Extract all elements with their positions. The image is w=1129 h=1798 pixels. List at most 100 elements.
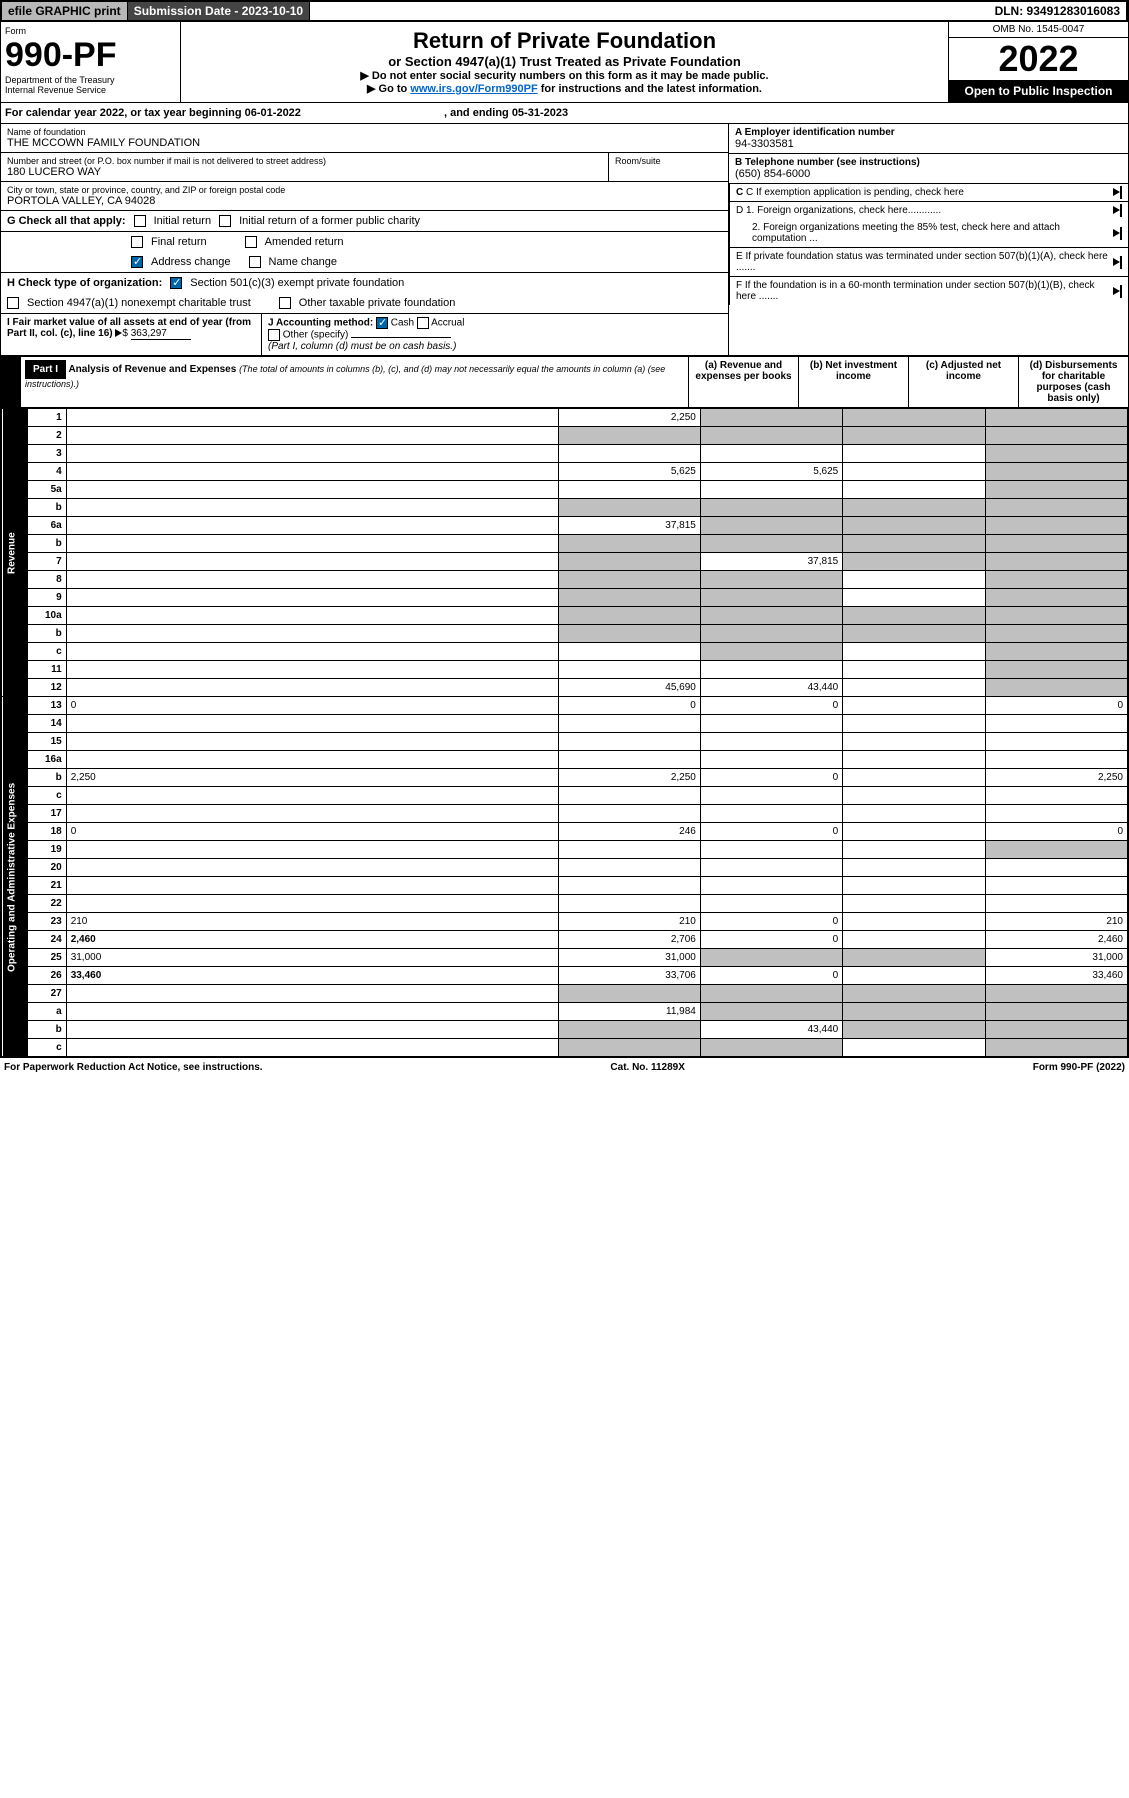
other-method-checkbox[interactable] (268, 329, 280, 341)
col-c-cell (843, 571, 985, 589)
expenses-side-label: Operating and Administrative Expenses (2, 697, 28, 1057)
col-d-cell (985, 985, 1127, 1003)
d1-checkbox[interactable] (1120, 204, 1122, 217)
row-number: 25 (27, 949, 66, 967)
col-a-cell (558, 445, 700, 463)
row-desc (66, 751, 558, 769)
cash-checkbox[interactable] (376, 317, 388, 329)
col-b-cell: 0 (700, 823, 842, 841)
col-c-cell (843, 499, 985, 517)
col-a-cell: 11,984 (558, 1003, 700, 1021)
col-a-cell: 2,250 (558, 409, 700, 427)
row-number: 4 (27, 463, 66, 481)
f-checkbox[interactable] (1120, 285, 1122, 298)
page-footer: For Paperwork Reduction Act Notice, see … (0, 1058, 1129, 1077)
row-desc (66, 985, 558, 1003)
table-row: 9 (2, 589, 1128, 607)
table-row: b2,2502,25002,250 (2, 769, 1128, 787)
col-d-cell (985, 427, 1127, 445)
table-row: 10a (2, 607, 1128, 625)
other-taxable-checkbox[interactable] (279, 297, 291, 309)
col-d-cell (985, 463, 1127, 481)
col-d-cell (985, 1039, 1127, 1057)
row-desc (66, 409, 558, 427)
accrual-checkbox[interactable] (417, 317, 429, 329)
ein-value: 94-3303581 (735, 138, 1122, 150)
table-row: 8 (2, 571, 1128, 589)
table-row: 2531,00031,00031,000 (2, 949, 1128, 967)
col-a-cell (558, 859, 700, 877)
c-checkbox[interactable] (1120, 186, 1122, 199)
h-row: H Check type of organization: Section 50… (1, 273, 728, 293)
col-c-cell (843, 895, 985, 913)
col-b-cell: 43,440 (700, 679, 842, 697)
h-other: Other taxable private foundation (299, 297, 456, 309)
row-desc: 33,460 (66, 967, 558, 985)
col-b-cell (700, 571, 842, 589)
d1-label: D 1. Foreign organizations, check here..… (736, 205, 941, 216)
form-link[interactable]: www.irs.gov/Form990PF (410, 83, 537, 95)
col-d-cell (985, 679, 1127, 697)
row-desc (66, 625, 558, 643)
table-row: 14 (2, 715, 1128, 733)
501c3-checkbox[interactable] (170, 277, 182, 289)
col-d-cell (985, 445, 1127, 463)
triangle-icon (1113, 258, 1120, 266)
table-row: a11,984 (2, 1003, 1128, 1021)
col-a-cell (558, 661, 700, 679)
name-change-checkbox[interactable] (249, 256, 261, 268)
row-desc (66, 733, 558, 751)
col-c-cell (843, 589, 985, 607)
part1-table: Revenue12,2502345,6255,6255ab6a37,815b73… (1, 408, 1128, 1057)
col-c-cell (843, 463, 985, 481)
amended-return-checkbox[interactable] (245, 236, 257, 248)
col-a-cell (558, 571, 700, 589)
col-a-cell (558, 553, 700, 571)
row-desc (66, 877, 558, 895)
col-b-cell (700, 643, 842, 661)
col-d-cell (985, 751, 1127, 769)
h-row-2: Section 4947(a)(1) nonexempt charitable … (1, 293, 728, 314)
d2-checkbox[interactable] (1120, 227, 1122, 240)
row-desc (66, 1021, 558, 1039)
row-desc (66, 463, 558, 481)
table-row: 5a (2, 481, 1128, 499)
col-d-cell (985, 787, 1127, 805)
table-row: 1245,69043,440 (2, 679, 1128, 697)
col-a-cell (558, 715, 700, 733)
footer-left: For Paperwork Reduction Act Notice, see … (4, 1062, 263, 1073)
4947-checkbox[interactable] (7, 297, 19, 309)
efile-label[interactable]: efile GRAPHIC print (2, 2, 128, 20)
col-d-cell: 0 (985, 823, 1127, 841)
col-a-cell: 33,706 (558, 967, 700, 985)
col-a-cell (558, 805, 700, 823)
address-change-checkbox[interactable] (131, 256, 143, 268)
table-row: c (2, 643, 1128, 661)
col-a-cell: 0 (558, 697, 700, 715)
col-b-cell (700, 661, 842, 679)
col-c-cell (843, 1021, 985, 1039)
col-b-cell (700, 409, 842, 427)
col-d-cell (985, 409, 1127, 427)
row-number: 7 (27, 553, 66, 571)
col-d-cell (985, 625, 1127, 643)
table-row: b (2, 499, 1128, 517)
initial-former-checkbox[interactable] (219, 215, 231, 227)
table-row: 45,6255,625 (2, 463, 1128, 481)
initial-return-checkbox[interactable] (134, 215, 146, 227)
col-a-cell (558, 733, 700, 751)
row-desc (66, 715, 558, 733)
row-desc (66, 859, 558, 877)
col-c-cell (843, 877, 985, 895)
final-return-checkbox[interactable] (131, 236, 143, 248)
revenue-side-label: Revenue (2, 409, 28, 697)
col-b-cell (700, 517, 842, 535)
table-row: 737,815 (2, 553, 1128, 571)
form-subtitle: or Section 4947(a)(1) Trust Treated as P… (187, 54, 942, 69)
row-number: 15 (27, 733, 66, 751)
submission-date: Submission Date - 2023-10-10 (128, 2, 310, 20)
row-desc (66, 805, 558, 823)
row-desc (66, 1003, 558, 1021)
e-checkbox[interactable] (1120, 256, 1122, 269)
g-name: Name change (269, 256, 338, 268)
